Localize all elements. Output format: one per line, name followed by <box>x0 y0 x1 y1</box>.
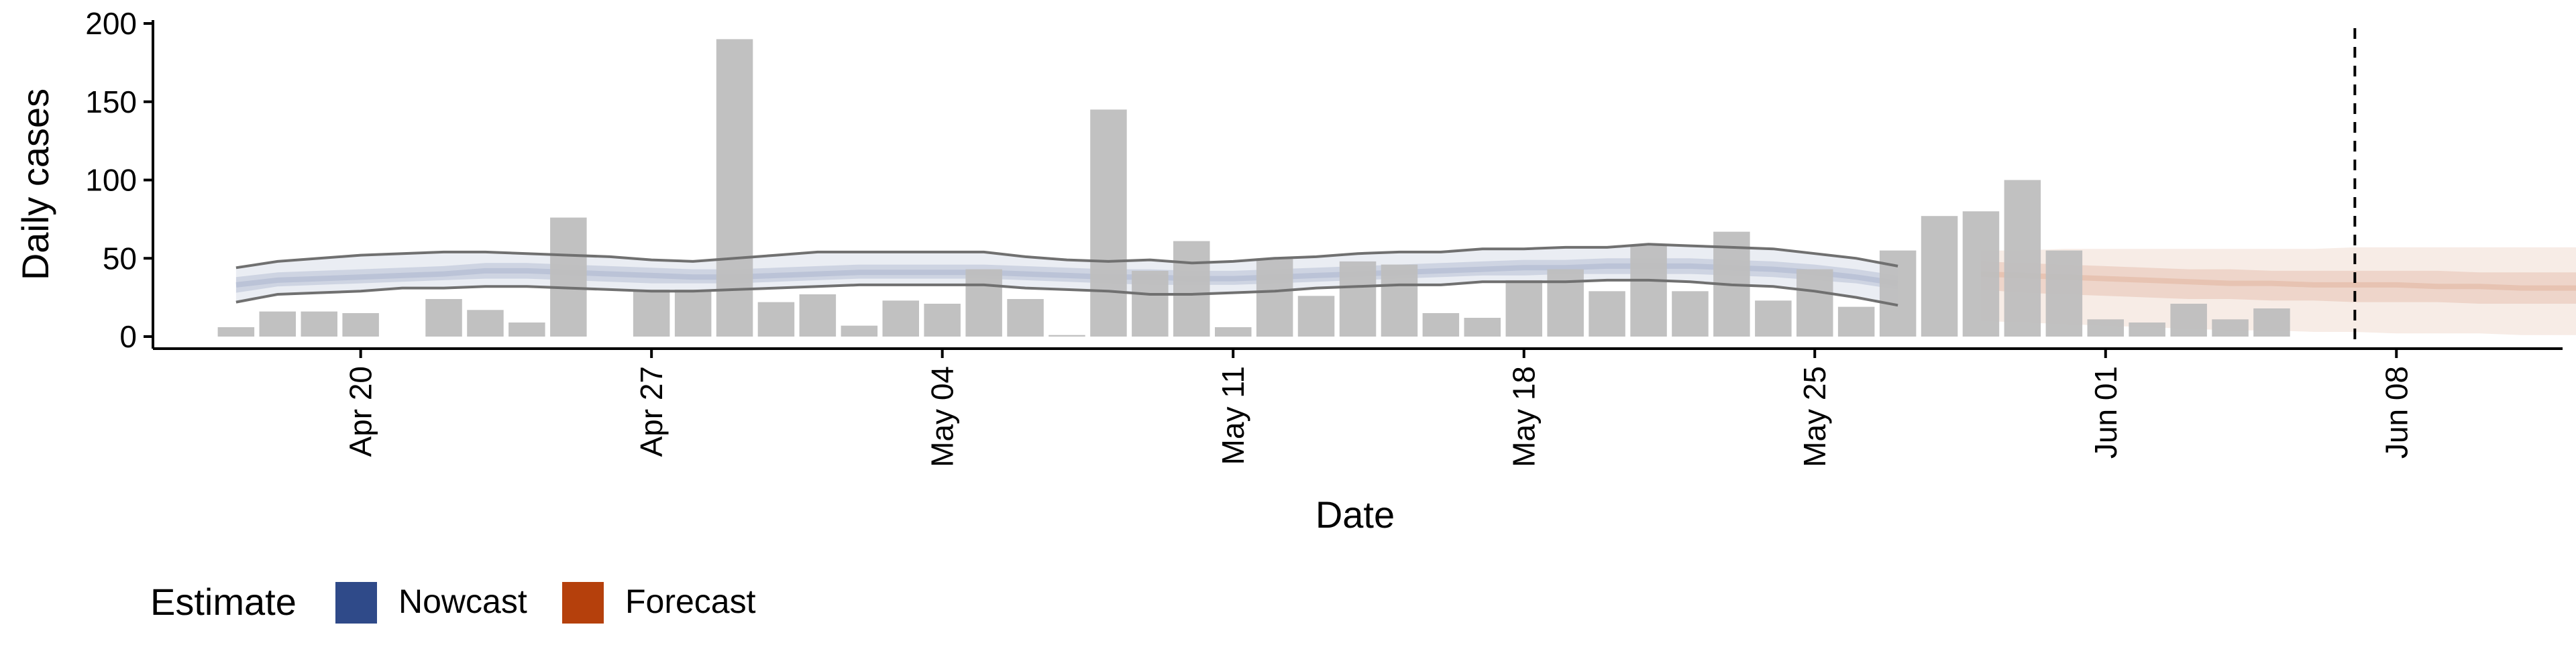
reported-cases-bar <box>1796 269 1833 337</box>
forecast-outer-band <box>1981 247 2576 335</box>
reported-cases-bar <box>716 39 753 337</box>
reported-cases-bar <box>1962 211 2000 337</box>
reported-cases-bar <box>301 311 337 337</box>
reported-cases-bar <box>2212 319 2249 337</box>
reported-cases-bar <box>1339 261 1377 337</box>
x-tick-label: May 18 <box>1507 366 1542 467</box>
legend-label-nowcast: Nowcast <box>398 583 527 620</box>
reported-cases-bar <box>259 311 296 337</box>
nowcast-upper-line <box>235 243 1898 270</box>
reported-cases-bar <box>1755 300 1792 337</box>
legend-key-nowcast <box>335 582 377 624</box>
forecast-median-line <box>1980 271 2576 291</box>
reported-cases-bar <box>2045 250 2083 337</box>
reported-cases-bar <box>633 289 670 337</box>
reported-cases-bar <box>1837 306 1875 337</box>
reported-cases-bar <box>2004 180 2041 337</box>
reported-cases-bar <box>1297 296 1335 337</box>
reported-cases-bar <box>1505 280 1542 337</box>
x-tick-label: May 04 <box>925 366 960 467</box>
axes <box>152 20 2563 350</box>
legend-label-forecast: Forecast <box>625 583 756 620</box>
reported-cases-bar <box>2253 308 2290 337</box>
reported-cases-bar <box>1132 270 1169 337</box>
x-axis-title: Date <box>1316 493 1395 536</box>
y-tick-label: 100 <box>85 163 137 198</box>
x-tick-label: Apr 20 <box>343 366 378 457</box>
reported-cases-bar <box>1547 269 1584 337</box>
nowcast-lower-line <box>235 278 1898 307</box>
y-tick-label: 150 <box>85 84 137 119</box>
reported-cases-bar <box>757 302 795 337</box>
reported-cases-bar <box>1215 327 1252 337</box>
y-tick-label: 50 <box>103 241 137 276</box>
reported-cases-bar <box>2087 319 2124 337</box>
reported-cases-bar <box>1464 318 1501 337</box>
reported-cases-bar <box>425 299 462 337</box>
reported-cases-bar <box>882 300 919 337</box>
reported-cases-bar <box>841 325 878 337</box>
legend: Estimate Nowcast Forecast <box>150 581 756 624</box>
legend-key-forecast <box>562 582 604 624</box>
x-tick-label: May 25 <box>1797 366 1832 467</box>
x-tick-label: Jun 08 <box>2379 366 2414 459</box>
reported-cases-bar <box>467 310 504 337</box>
reported-cases-bar <box>1256 258 1293 337</box>
reported-cases-bar <box>1173 241 1210 337</box>
reported-cases-bar <box>1921 216 1958 337</box>
reported-cases-bar <box>1672 291 1709 337</box>
reported-cases-bar <box>1589 291 1625 337</box>
reported-cases-bar <box>2170 304 2207 337</box>
x-tick-label: May 11 <box>1216 366 1250 465</box>
y-tick-label: 200 <box>85 6 137 41</box>
reported-cases-bar <box>924 304 961 337</box>
reported-cases-bar <box>1007 299 1044 337</box>
reported-cases-bar <box>965 269 1002 337</box>
x-tick-label: Jun 01 <box>2088 366 2123 459</box>
y-tick-label: 0 <box>119 319 137 354</box>
reported-cases-bar <box>2129 322 2165 337</box>
reported-cases-bar <box>508 322 545 337</box>
nowcast-inner-band <box>235 258 1898 293</box>
reported-cases-bar <box>1630 245 1667 337</box>
nowcast-median-line <box>235 263 1898 288</box>
legend-title: Estimate <box>150 581 297 623</box>
forecast-inner-band <box>1981 261 2576 304</box>
y-axis-title: Daily cases <box>14 89 56 280</box>
reported-cases-bar <box>1381 264 1418 337</box>
x-tick-label: Apr 27 <box>634 366 669 457</box>
reported-cases-bar <box>1090 109 1127 337</box>
forecast-bands <box>1980 247 2576 335</box>
reported-cases-bar <box>342 313 379 337</box>
reported-cases-bar <box>217 327 255 337</box>
nowcast-outer-interval-lines <box>235 243 1898 307</box>
reported-cases-bar <box>550 217 587 337</box>
axis-ticks: 0 50 100 150 200 Apr 20 Apr 27 May 04 May 11 May … <box>85 6 2414 467</box>
reported-cases-bar <box>1422 313 1460 337</box>
reported-cases-bar <box>799 294 837 337</box>
reported-cases-bar <box>674 289 712 337</box>
reported-cases-bar <box>1049 335 1085 337</box>
